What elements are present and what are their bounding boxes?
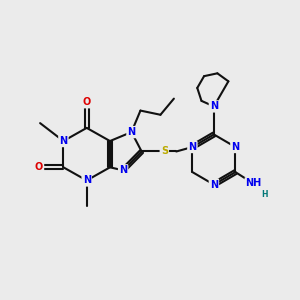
Text: O: O: [82, 97, 91, 107]
Text: N: N: [119, 165, 127, 175]
Text: S: S: [161, 146, 168, 157]
Text: O: O: [35, 162, 43, 172]
Text: N: N: [82, 176, 91, 185]
Text: N: N: [128, 127, 136, 137]
Text: N: N: [188, 142, 196, 152]
Text: N: N: [210, 101, 218, 111]
Text: N: N: [231, 142, 239, 152]
Text: H: H: [261, 190, 268, 199]
Text: NH: NH: [245, 178, 262, 188]
Text: N: N: [59, 136, 68, 146]
Text: N: N: [210, 180, 218, 190]
